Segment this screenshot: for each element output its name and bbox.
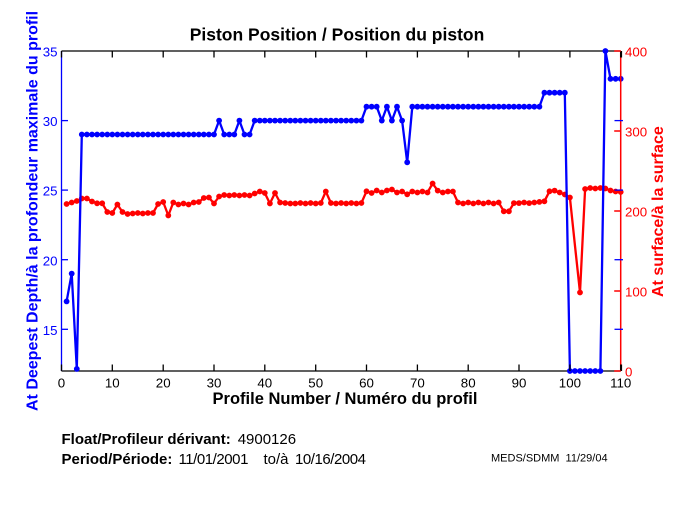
- svg-text:50: 50: [308, 376, 323, 391]
- svg-text:10/16/2004: 10/16/2004: [295, 451, 366, 468]
- svg-text:100: 100: [559, 376, 581, 391]
- svg-text:80: 80: [461, 376, 476, 391]
- svg-text:0: 0: [625, 365, 632, 380]
- svg-text:110: 110: [610, 376, 631, 391]
- svg-text:Piston Position / Position du: Piston Position / Position du piston: [190, 24, 485, 44]
- svg-text:60: 60: [359, 376, 374, 391]
- svg-text:300: 300: [625, 125, 647, 140]
- svg-text:35: 35: [43, 45, 58, 60]
- svg-text:20: 20: [43, 253, 58, 268]
- svg-text:Period/Période:: Period/Période:: [62, 451, 173, 468]
- svg-text:200: 200: [625, 205, 647, 220]
- svg-text:Float/Profileur dérivant:: Float/Profileur dérivant:: [62, 431, 231, 448]
- svg-text:15: 15: [43, 323, 58, 338]
- svg-text:At Deepest Depth/à la profonde: At Deepest Depth/à la profondeur maximal…: [25, 11, 42, 411]
- svg-text:400: 400: [625, 45, 647, 60]
- svg-text:30: 30: [43, 114, 58, 129]
- svg-text:11/01/2001: 11/01/2001: [179, 451, 249, 468]
- svg-text:At surface/à la surface: At surface/à la surface: [650, 126, 667, 297]
- svg-text:70: 70: [410, 376, 425, 391]
- svg-text:10: 10: [105, 376, 120, 391]
- svg-text:100: 100: [625, 285, 647, 300]
- svg-text:30: 30: [207, 376, 222, 391]
- svg-text:20: 20: [156, 376, 171, 391]
- svg-text:40: 40: [257, 376, 272, 391]
- svg-text:MEDS/SDMM 11/29/04: MEDS/SDMM 11/29/04: [491, 453, 608, 465]
- svg-text:Profile Number / Numéro du pro: Profile Number / Numéro du profil: [213, 390, 478, 408]
- svg-text:0: 0: [58, 376, 65, 391]
- svg-text:to/à: to/à: [264, 451, 290, 468]
- svg-text:25: 25: [43, 184, 58, 199]
- svg-text:90: 90: [512, 376, 527, 391]
- svg-text:4900126: 4900126: [238, 431, 296, 448]
